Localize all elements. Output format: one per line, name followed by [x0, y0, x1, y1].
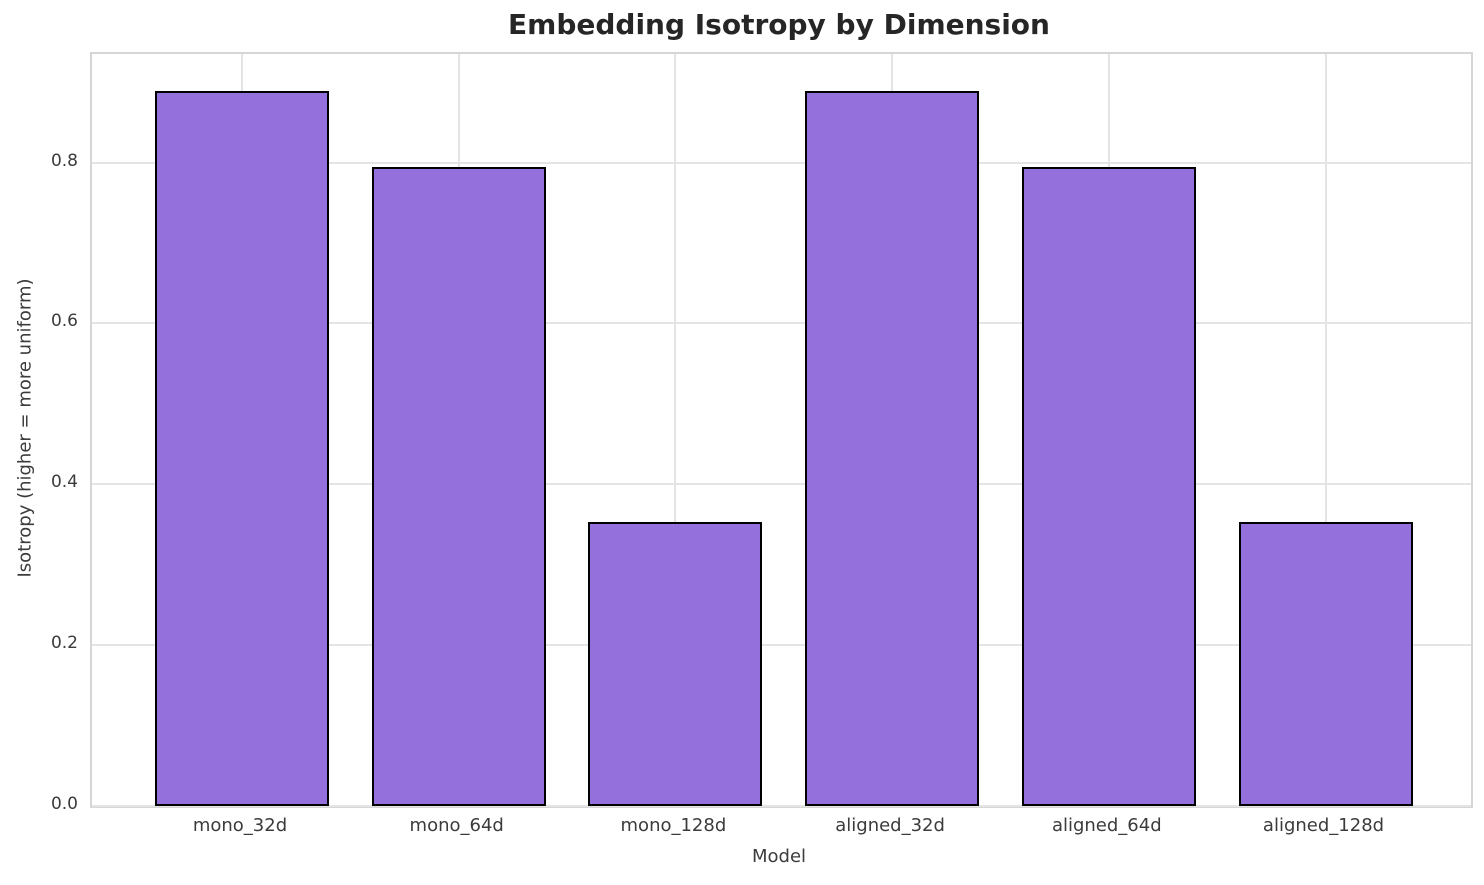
- y-tick-label: 0.0: [50, 794, 78, 814]
- plot-area: [90, 52, 1473, 808]
- y-tick-label: 0.2: [50, 633, 78, 654]
- bar-aligned_64d: [1021, 166, 1196, 806]
- gridline-vertical: [1324, 54, 1327, 806]
- bar-mono_32d: [155, 90, 329, 806]
- gridline-horizontal: [92, 644, 1471, 647]
- y-tick-label: 0.8: [50, 150, 78, 171]
- gridline-horizontal: [92, 483, 1471, 486]
- gridline-horizontal: [92, 161, 1471, 164]
- bar-aligned_32d: [805, 90, 980, 806]
- x-tick-label-mono_128d: mono_128d: [620, 815, 727, 836]
- x-axis-label: Model: [751, 846, 807, 867]
- bar-mono_64d: [371, 166, 546, 806]
- x-tick-label-aligned_64d: aligned_64d: [1051, 815, 1162, 836]
- gridline-horizontal: [92, 322, 1471, 325]
- bar-mono_128d: [588, 522, 763, 806]
- x-tick-label-mono_32d: mono_32d: [192, 815, 288, 836]
- y-tick-label: 0.4: [50, 472, 78, 493]
- gridline-vertical: [674, 54, 677, 806]
- x-tick-label-aligned_128d: aligned_128d: [1262, 815, 1385, 836]
- x-tick-label-aligned_32d: aligned_32d: [835, 815, 945, 836]
- y-tick-label: 0.6: [50, 311, 78, 332]
- gridline-horizontal: [92, 805, 1471, 807]
- x-tick-label-mono_64d: mono_64d: [409, 815, 504, 836]
- y-axis-label: Isotropy (higher = more uniform): [14, 278, 36, 578]
- chart-title: Embedding Isotropy by Dimension: [508, 8, 1050, 41]
- bar-aligned_128d: [1238, 522, 1413, 806]
